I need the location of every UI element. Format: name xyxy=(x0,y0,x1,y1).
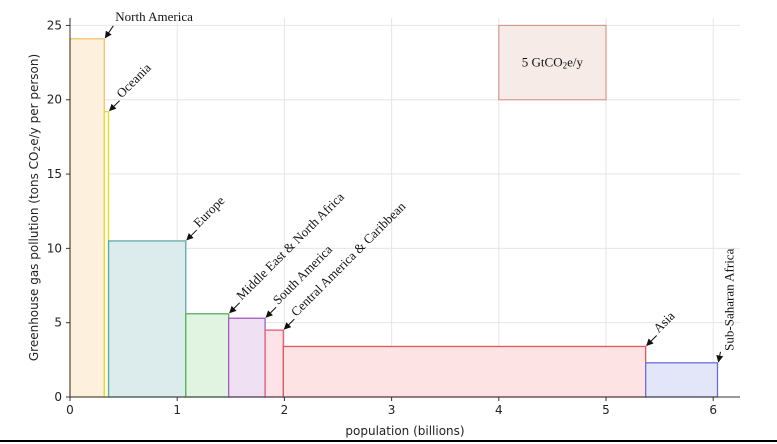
y-tick-label: 25 xyxy=(47,18,62,32)
bar-middle-east-and-north-africa xyxy=(185,313,230,398)
annotation-arrow xyxy=(265,306,277,318)
annotation-central-america-and-caribbean: Central America & Caribbean xyxy=(288,198,409,319)
bars xyxy=(69,38,719,398)
legend-label-suffix: e/y xyxy=(567,55,583,70)
annotation-europe: Europe xyxy=(190,193,227,230)
x-tick-label: 0 xyxy=(66,403,74,417)
y-tick-label: 0 xyxy=(54,390,62,404)
y-axis-label-prefix: Greenhouse gas pollution (tons CO xyxy=(27,152,41,362)
annotation-sub-saharan-africa: Sub-Saharan Africa xyxy=(721,248,736,350)
y-axis-label: Greenhouse gas pollution (tons CO2e/y pe… xyxy=(27,54,43,361)
x-tick-label: 4 xyxy=(495,403,503,417)
legend-label-prefix: 5 GtCO xyxy=(522,55,563,70)
annotation-arrow xyxy=(109,100,120,112)
annotation-arrow xyxy=(716,351,724,363)
legend-rect xyxy=(498,24,607,101)
x-tick-label: 1 xyxy=(173,403,181,417)
y-tick-label: 20 xyxy=(47,93,62,107)
annotation-arrow xyxy=(646,335,658,346)
y-tick-label: 15 xyxy=(47,167,62,181)
annotation-arrow xyxy=(104,25,114,39)
annotation-oceania: Oceania xyxy=(113,60,154,101)
legend-box: 5 GtCO2e/y xyxy=(498,24,607,101)
annotation-asia: Asia xyxy=(650,308,678,336)
x-tick-label: 6 xyxy=(709,403,717,417)
x-tick-label: 5 xyxy=(602,403,610,417)
bar-north-america xyxy=(69,38,105,398)
legend-label-subscript: 2 xyxy=(563,61,568,71)
y-tick-label: 5 xyxy=(54,316,62,330)
x-tick-label: 2 xyxy=(281,403,289,417)
bottom-rule xyxy=(0,440,777,442)
axes: 0 1 2 3 4 5 6 0 5 10 15 20 25 xyxy=(47,18,740,417)
y-tick-label: 10 xyxy=(47,241,62,255)
y-axis-label-suffix: e/y per person) xyxy=(27,54,41,146)
y-axis-label-subscript: 2 xyxy=(33,146,43,152)
annotation-north-america: North America xyxy=(115,9,193,24)
annotation-arrow xyxy=(229,302,241,314)
x-axis-label: population (billions) xyxy=(345,424,464,438)
bar-south-america xyxy=(228,317,266,398)
bar-central-america-and-caribbean xyxy=(264,329,284,398)
annotation-arrow xyxy=(186,229,198,241)
bar-europe xyxy=(107,240,187,398)
bar-sub-saharan-africa xyxy=(645,362,719,398)
bar-asia xyxy=(282,345,647,398)
x-tick-label: 3 xyxy=(388,403,396,417)
annotation-arrow xyxy=(283,318,295,330)
legend-label: 5 GtCO2e/y xyxy=(522,55,584,71)
